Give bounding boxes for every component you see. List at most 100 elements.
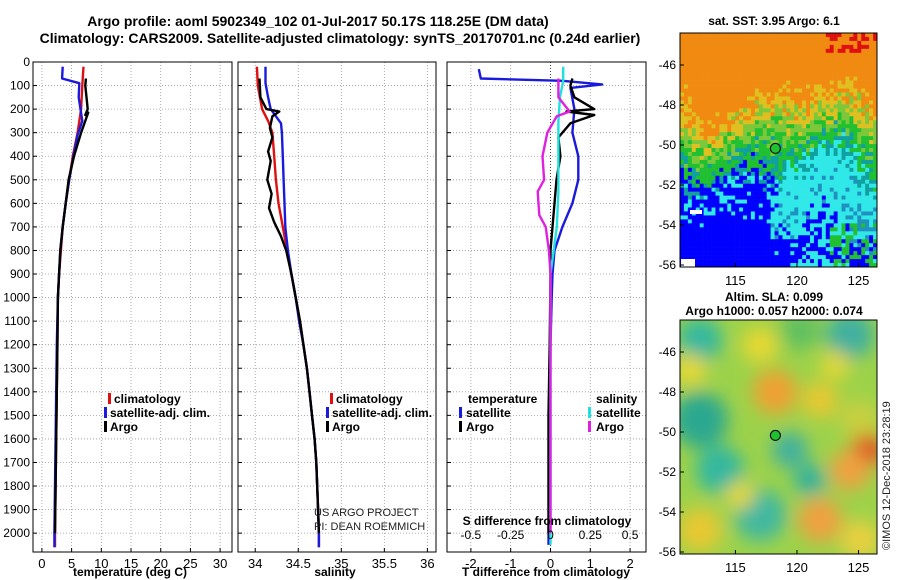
sst-cell	[743, 195, 748, 200]
sst-cell	[786, 52, 791, 58]
sst-cell	[825, 148, 831, 153]
sst-cell	[849, 132, 854, 137]
sst-cell	[849, 64, 854, 69]
sst-cell	[802, 231, 807, 236]
sst-cell	[841, 104, 846, 109]
sst-cell	[861, 235, 866, 240]
sst-cell	[731, 84, 736, 89]
sst-cell	[845, 68, 850, 73]
sst-cell	[762, 231, 767, 236]
sst-cell	[829, 239, 834, 244]
sst-cell	[727, 40, 732, 46]
sst-cell	[786, 124, 791, 129]
sst-cell	[754, 239, 760, 244]
sst-cell	[766, 235, 771, 240]
sst-cell	[707, 40, 712, 46]
sst-cell	[825, 72, 831, 77]
sst-cell	[762, 64, 767, 69]
sst-cell	[857, 191, 862, 196]
sst-cell	[790, 136, 795, 141]
sst-cell	[778, 215, 783, 220]
sst-cell	[825, 243, 831, 248]
sst-cell	[865, 100, 870, 105]
sst-cell	[695, 60, 700, 66]
sst-cell	[719, 263, 724, 267]
sst-cell	[790, 140, 795, 145]
sst-cell	[758, 167, 764, 173]
sst-cell	[683, 231, 689, 236]
sst-cell	[683, 163, 689, 169]
sst-cell	[680, 136, 685, 141]
sst-cell	[873, 219, 877, 224]
sst-cell	[873, 151, 877, 157]
sst-cell	[849, 223, 854, 228]
sst-cell	[817, 235, 823, 240]
sst-cell	[727, 64, 732, 69]
x-tick-label: 36	[420, 556, 434, 571]
sst-cell	[731, 68, 736, 73]
x-tick-label: 34.5	[286, 556, 311, 571]
sst-cell	[869, 68, 874, 73]
sst-cell	[699, 251, 704, 256]
sst-cell	[825, 155, 831, 161]
sst-cell	[849, 136, 854, 141]
sst-cell	[794, 80, 799, 85]
sst-cell	[778, 112, 783, 117]
sst-cell	[829, 159, 834, 165]
sst-cell	[774, 64, 779, 69]
sst-cell	[680, 255, 685, 260]
sst-cell	[774, 191, 779, 196]
map-y-tick-label: -52	[659, 178, 677, 192]
sst-cell	[845, 52, 850, 58]
sst-cell	[798, 231, 803, 236]
sst-cell	[739, 84, 744, 89]
sst-cell	[841, 96, 846, 101]
sst-cell	[731, 187, 736, 192]
sst-cell	[873, 255, 877, 260]
sla-blob	[680, 392, 728, 448]
sst-cell	[841, 159, 846, 165]
sst-cell	[746, 251, 752, 256]
sst-cell	[833, 68, 838, 73]
sst-cell	[873, 44, 877, 50]
sst-cell	[723, 64, 728, 69]
sst-cell	[798, 92, 803, 97]
sst-cell	[798, 211, 803, 216]
sst-cell	[766, 187, 771, 192]
sst-cell	[683, 132, 689, 137]
sst-cell	[869, 80, 874, 85]
sst-cell	[699, 263, 704, 267]
sst-cell	[841, 120, 846, 125]
legend-title-temperature: temperature	[468, 392, 538, 406]
sst-cell	[833, 195, 838, 200]
sst-cell	[825, 144, 831, 149]
sst-cell	[711, 112, 716, 117]
sst-cell	[770, 120, 775, 125]
sst-cell	[699, 187, 704, 192]
sst-cell	[758, 151, 764, 157]
sst-cell	[683, 148, 689, 153]
sst-cell	[762, 259, 767, 264]
sst-cell	[790, 40, 795, 46]
sst-cell	[754, 132, 760, 137]
sst-cell	[802, 219, 807, 224]
sst-cell	[869, 251, 874, 256]
sst-cell	[833, 48, 838, 54]
sst-cell	[857, 235, 862, 240]
sst-cell	[794, 96, 799, 101]
sst-cell	[778, 163, 783, 169]
sst-cell	[837, 72, 842, 77]
sst-cell	[813, 151, 819, 157]
sst-cell	[774, 155, 779, 161]
sst-cell	[715, 199, 720, 204]
sst-cell	[790, 207, 795, 212]
sst-cell	[845, 243, 850, 248]
sst-cell	[817, 116, 823, 121]
sst-cell	[790, 151, 795, 157]
sst-cell	[861, 219, 866, 224]
sst-cell	[790, 167, 795, 173]
sst-cell	[873, 56, 877, 62]
sst-cell	[723, 231, 728, 236]
sst-cell	[766, 155, 771, 161]
sst-cell	[817, 80, 823, 85]
